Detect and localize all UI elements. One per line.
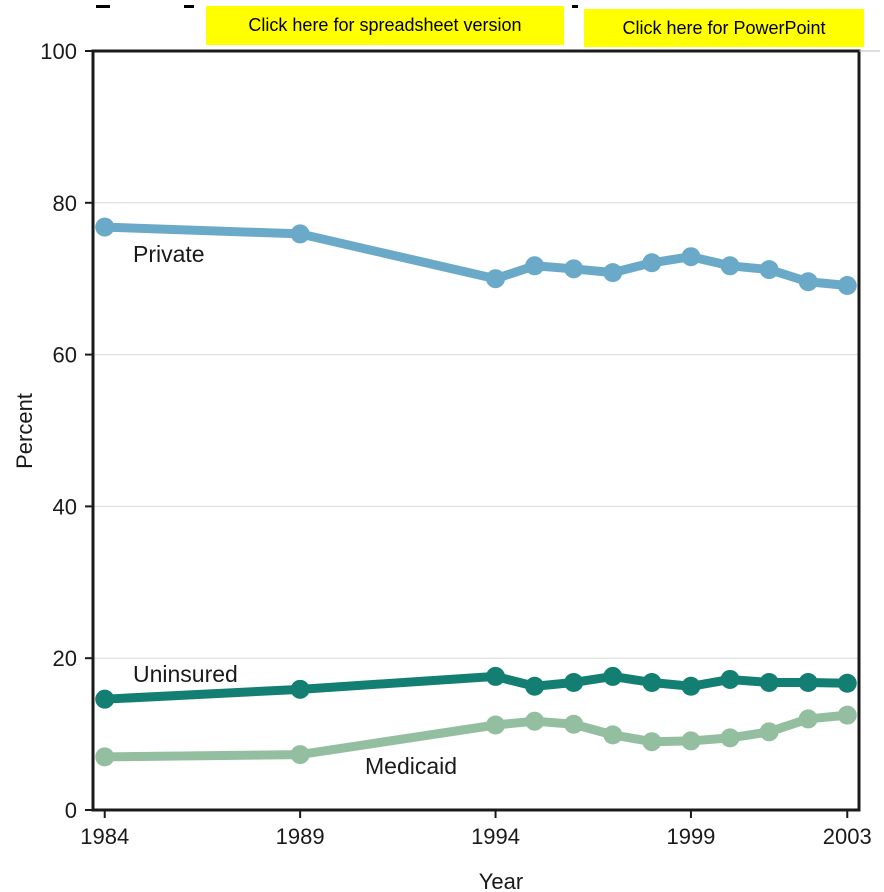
medicaid-point [798, 709, 818, 729]
y-axis-label: Percent [12, 393, 37, 469]
private-point [603, 263, 623, 283]
title-fragment [0, 0, 884, 8]
y-tick-label: 60 [53, 343, 77, 368]
uninsured-point [603, 666, 623, 686]
uninsured-point [486, 666, 506, 686]
x-tick-label: 1994 [471, 824, 520, 849]
y-tick-label: 40 [53, 494, 77, 519]
private-point [837, 276, 857, 296]
medicaid-point [564, 714, 584, 734]
uninsured-point [95, 689, 115, 709]
y-tick-labels: 0 20 40 60 80 100 [40, 39, 93, 823]
private-point [759, 260, 779, 280]
title-fragment-graphic [96, 5, 578, 8]
y-tick-label: 0 [65, 798, 77, 823]
private-series-label: Private [133, 241, 205, 267]
medicaid-point [95, 747, 115, 767]
medicaid-point [837, 705, 857, 725]
medicaid-series-label: Medicaid [365, 753, 457, 779]
private-series [95, 217, 857, 296]
uninsured-point [759, 672, 779, 692]
uninsured-point [720, 669, 740, 689]
medicaid-point [642, 732, 662, 752]
x-tick-label: 2003 [823, 824, 872, 849]
private-point [564, 259, 584, 279]
uninsured-series [95, 666, 857, 709]
powerpoint-button-label: Click here for PowerPoint [622, 17, 826, 38]
plot-frame [91, 49, 861, 812]
private-line [100, 222, 852, 291]
medicaid-point [720, 728, 740, 748]
x-tick-label: 1999 [666, 824, 715, 849]
x-tick-labels: 1984 1989 1994 1999 2003 [80, 810, 872, 849]
private-point [798, 272, 818, 292]
uninsured-point [681, 676, 701, 696]
uninsured-point [290, 679, 310, 699]
private-point [95, 217, 115, 237]
y-tick-label: 100 [40, 39, 77, 64]
series-labels: Private Uninsured Medicaid [133, 241, 457, 779]
title-fragment-glyph-2 [184, 5, 194, 8]
medicaid-series [95, 705, 857, 767]
medicaid-point [290, 745, 310, 765]
medicaid-point [603, 725, 623, 745]
x-tick-label: 1984 [80, 824, 129, 849]
title-fragment-glyph-3 [572, 5, 578, 8]
x-axis-label: Year [479, 869, 523, 892]
medicaid-point [525, 711, 545, 731]
uninsured-point [642, 672, 662, 692]
private-point [642, 253, 662, 273]
spreadsheet-version-button[interactable]: Click here for spreadsheet version [206, 6, 564, 45]
medicaid-point [681, 731, 701, 751]
powerpoint-button[interactable]: Click here for PowerPoint [584, 9, 864, 47]
private-point [525, 256, 545, 276]
spreadsheet-version-button-label: Click here for spreadsheet version [248, 15, 522, 35]
private-point [290, 224, 310, 244]
gridlines [93, 202, 859, 659]
uninsured-point [564, 672, 584, 692]
private-point [681, 247, 701, 267]
medicaid-point [759, 722, 779, 742]
title-fragment-glyph-1 [96, 5, 110, 8]
private-point [720, 256, 740, 276]
series [95, 217, 857, 767]
uninsured-point [837, 673, 857, 693]
uninsured-point [798, 672, 818, 692]
private-point [486, 269, 506, 289]
uninsured-point [525, 676, 545, 696]
uninsured-series-label: Uninsured [133, 661, 238, 687]
x-tick-label: 1989 [276, 824, 325, 849]
y-tick-label: 20 [53, 646, 77, 671]
medicaid-point [486, 715, 506, 735]
y-tick-label: 80 [53, 191, 77, 216]
